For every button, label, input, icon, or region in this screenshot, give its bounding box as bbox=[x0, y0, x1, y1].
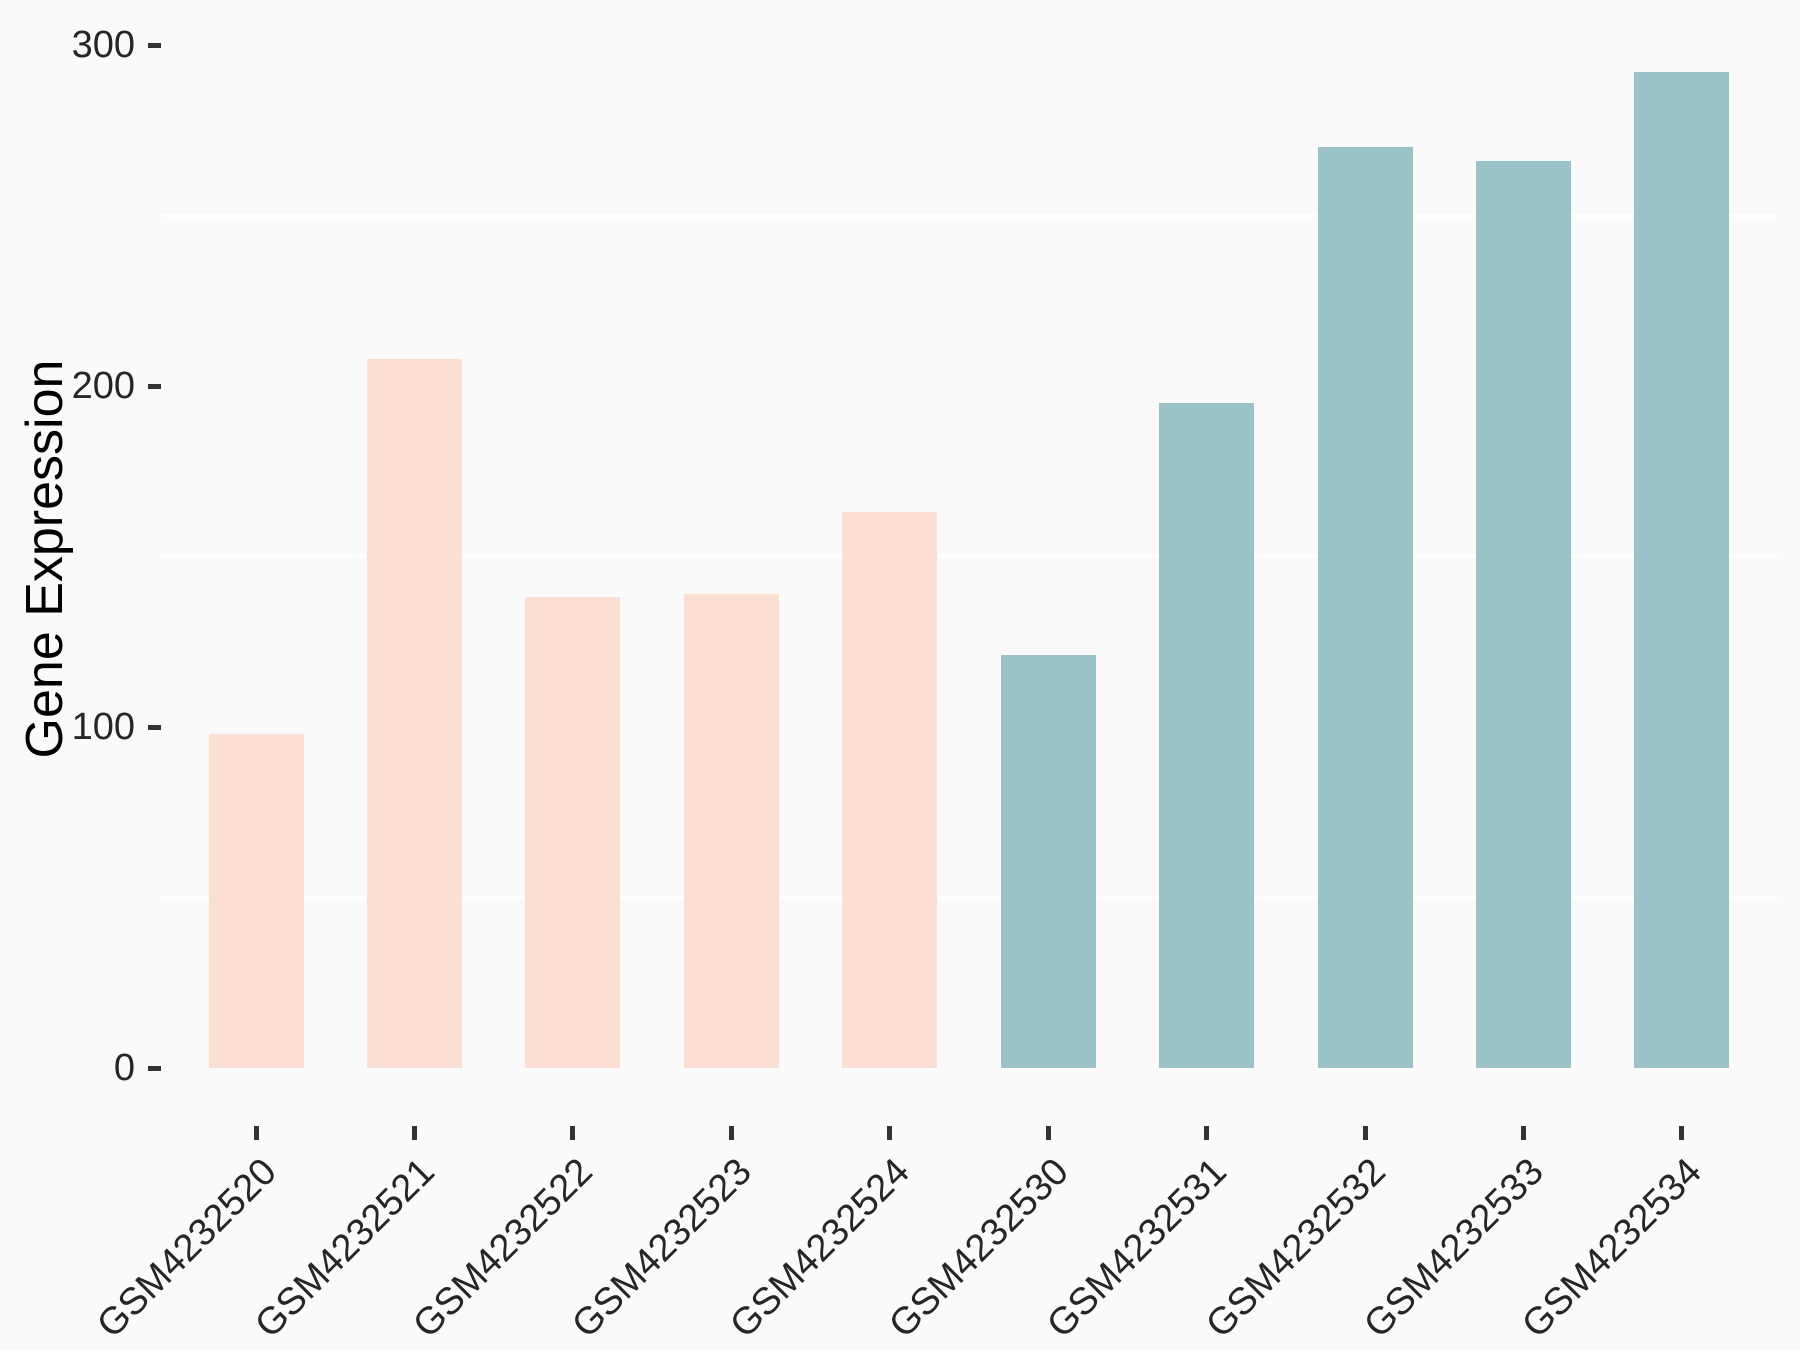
bar-GSM4232524 bbox=[842, 512, 938, 1068]
bar-GSM4232530 bbox=[1000, 655, 1096, 1068]
bar-GSM4232531 bbox=[1159, 403, 1255, 1068]
bar-GSM4232521 bbox=[366, 358, 462, 1068]
bar-GSM4232522 bbox=[525, 597, 621, 1068]
x-tick-mark bbox=[411, 1126, 417, 1140]
y-tick-label: 100 bbox=[71, 706, 135, 748]
minor-gridline bbox=[161, 555, 1777, 558]
y-axis-title: Gene Expression bbox=[16, 359, 74, 759]
minor-gridline bbox=[161, 896, 1777, 899]
minor-gridline bbox=[161, 214, 1777, 217]
y-tick-label: 200 bbox=[71, 365, 135, 407]
y-tick-label: 300 bbox=[71, 24, 135, 66]
x-tick-mark bbox=[1521, 1126, 1527, 1140]
y-tick-mark bbox=[148, 1065, 161, 1071]
x-tick-mark bbox=[1204, 1126, 1210, 1140]
plot-panel bbox=[161, 0, 1777, 1119]
y-tick-label: 0 bbox=[113, 1047, 135, 1089]
x-tick-mark bbox=[1362, 1126, 1368, 1140]
y-tick-mark bbox=[148, 42, 161, 48]
x-tick-mark bbox=[1679, 1126, 1685, 1140]
bar-GSM4232532 bbox=[1317, 147, 1413, 1068]
bar-GSM4232533 bbox=[1476, 160, 1572, 1068]
x-tick-mark bbox=[1045, 1126, 1051, 1140]
x-tick-mark bbox=[728, 1126, 734, 1140]
bar-GSM4232534 bbox=[1634, 72, 1730, 1068]
bar-GSM4232523 bbox=[683, 594, 779, 1068]
y-tick-mark bbox=[148, 383, 161, 389]
y-tick-mark bbox=[148, 724, 161, 730]
bar-GSM4232520 bbox=[208, 733, 304, 1068]
x-tick-mark bbox=[887, 1126, 893, 1140]
x-tick-mark bbox=[253, 1126, 259, 1140]
x-tick-mark bbox=[570, 1126, 576, 1140]
